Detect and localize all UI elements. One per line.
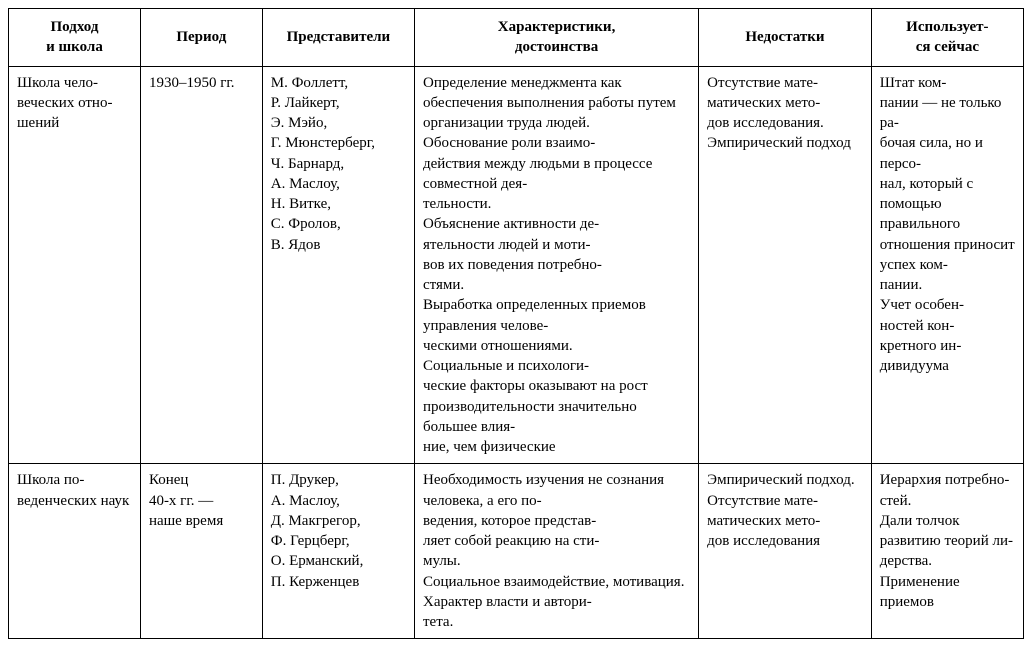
table-row: Школа чело- веческих отно- шений 1930–19…	[9, 66, 1024, 464]
header-approach: Подход и школа	[9, 9, 141, 67]
header-people: Представители	[262, 9, 414, 67]
cell-current: Штат ком- пании — не только ра- бочая си…	[871, 66, 1023, 464]
cell-characteristics: Необходимость изучения не сознания челов…	[414, 464, 698, 639]
cell-drawbacks: Отсутствие мате- матических мето- дов ис…	[699, 66, 872, 464]
management-schools-table: Подход и школа Период Представители Хара…	[8, 8, 1024, 639]
header-row: Подход и школа Период Представители Хара…	[9, 9, 1024, 67]
cell-approach: Школа по- веденческих наук	[9, 464, 141, 639]
cell-people: П. Друкер, А. Маслоу, Д. Макгрегор, Ф. Г…	[262, 464, 414, 639]
cell-period: Конец 40-х гг. — наше время	[140, 464, 262, 639]
header-current: Использует- ся сейчас	[871, 9, 1023, 67]
table-body: Школа чело- веческих отно- шений 1930–19…	[9, 66, 1024, 639]
cell-current: Иерархия потребно- стей. Дали толчок раз…	[871, 464, 1023, 639]
table-row: Школа по- веденческих наук Конец 40-х гг…	[9, 464, 1024, 639]
cell-period: 1930–1950 гг.	[140, 66, 262, 464]
header-drawbacks: Недостатки	[699, 9, 872, 67]
cell-characteristics: Определение менеджмента как обеспечения …	[414, 66, 698, 464]
cell-people: М. Фоллетт, Р. Лайкерт, Э. Мэйо, Г. Мюнс…	[262, 66, 414, 464]
cell-drawbacks: Эмпирический подход. Отсутствие мате- ма…	[699, 464, 872, 639]
header-period: Период	[140, 9, 262, 67]
table-header: Подход и школа Период Представители Хара…	[9, 9, 1024, 67]
cell-approach: Школа чело- веческих отно- шений	[9, 66, 141, 464]
header-characteristics: Характеристики, достоинства	[414, 9, 698, 67]
